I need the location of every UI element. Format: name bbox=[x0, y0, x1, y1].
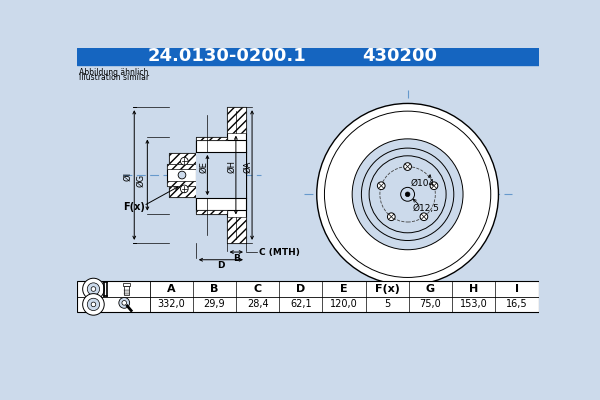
Bar bbox=[167, 164, 196, 169]
Circle shape bbox=[405, 192, 410, 197]
Text: 29,9: 29,9 bbox=[203, 300, 225, 310]
Circle shape bbox=[181, 157, 188, 165]
Text: F(x): F(x) bbox=[375, 284, 400, 294]
Bar bbox=[124, 286, 129, 295]
Bar bbox=[196, 140, 246, 210]
Text: 16,5: 16,5 bbox=[506, 300, 528, 310]
Bar bbox=[167, 164, 196, 186]
Bar bbox=[196, 210, 227, 214]
Text: Ø104: Ø104 bbox=[410, 179, 435, 188]
Bar bbox=[227, 218, 246, 243]
Text: D: D bbox=[217, 261, 224, 270]
Text: 120,0: 120,0 bbox=[330, 300, 358, 310]
Text: Abbildung ähnlich: Abbildung ähnlich bbox=[79, 68, 148, 77]
Circle shape bbox=[122, 300, 127, 305]
Text: ØH: ØH bbox=[227, 160, 236, 173]
Circle shape bbox=[420, 213, 428, 220]
Text: ØG: ØG bbox=[137, 174, 146, 187]
Bar bbox=[196, 136, 227, 214]
Circle shape bbox=[91, 302, 96, 307]
Text: 24.0130-0200.1: 24.0130-0200.1 bbox=[147, 48, 306, 66]
Text: I: I bbox=[515, 284, 519, 294]
Bar bbox=[227, 107, 246, 133]
Text: B: B bbox=[210, 284, 218, 294]
Circle shape bbox=[91, 287, 96, 291]
Circle shape bbox=[317, 104, 499, 285]
Bar bbox=[167, 164, 200, 169]
Text: 430200: 430200 bbox=[362, 48, 437, 66]
Circle shape bbox=[87, 298, 100, 310]
Bar bbox=[169, 186, 196, 197]
Circle shape bbox=[87, 283, 100, 295]
Text: 28,4: 28,4 bbox=[247, 300, 268, 310]
Circle shape bbox=[83, 294, 104, 315]
Circle shape bbox=[325, 111, 491, 278]
Text: A: A bbox=[167, 284, 176, 294]
Circle shape bbox=[377, 182, 385, 190]
Text: Ø12,5: Ø12,5 bbox=[412, 204, 439, 212]
Bar bbox=[169, 154, 196, 164]
Text: C: C bbox=[254, 284, 262, 294]
Bar bbox=[196, 152, 246, 198]
Text: ØE: ØE bbox=[199, 161, 208, 173]
Text: 62,1: 62,1 bbox=[290, 300, 311, 310]
Circle shape bbox=[181, 185, 188, 193]
Bar bbox=[77, 48, 539, 65]
Bar bbox=[227, 107, 246, 243]
Text: F(x): F(x) bbox=[123, 202, 145, 212]
Circle shape bbox=[430, 182, 438, 190]
Bar bbox=[196, 136, 227, 140]
Text: ØA: ØA bbox=[244, 160, 253, 173]
Text: G: G bbox=[426, 284, 435, 294]
Circle shape bbox=[352, 139, 463, 250]
Circle shape bbox=[178, 171, 186, 179]
Bar bbox=[167, 181, 196, 186]
Bar bbox=[167, 181, 200, 186]
Text: C (MTH): C (MTH) bbox=[259, 248, 300, 257]
Bar bbox=[169, 154, 196, 197]
Text: H: H bbox=[469, 284, 478, 294]
Text: B: B bbox=[233, 254, 240, 262]
Circle shape bbox=[119, 298, 130, 308]
Text: 75,0: 75,0 bbox=[419, 300, 442, 310]
Text: Illustration similar: Illustration similar bbox=[79, 73, 149, 82]
Bar bbox=[77, 281, 539, 312]
Circle shape bbox=[361, 148, 454, 240]
Circle shape bbox=[401, 187, 415, 201]
Circle shape bbox=[369, 156, 446, 233]
Circle shape bbox=[404, 163, 412, 170]
Text: E: E bbox=[340, 284, 348, 294]
Text: D: D bbox=[296, 284, 305, 294]
Text: 332,0: 332,0 bbox=[157, 300, 185, 310]
Circle shape bbox=[83, 278, 104, 300]
Bar bbox=[123, 283, 130, 286]
Text: 153,0: 153,0 bbox=[460, 300, 488, 310]
Text: ØI: ØI bbox=[123, 172, 132, 181]
Circle shape bbox=[388, 213, 395, 220]
Text: 5: 5 bbox=[384, 300, 391, 310]
